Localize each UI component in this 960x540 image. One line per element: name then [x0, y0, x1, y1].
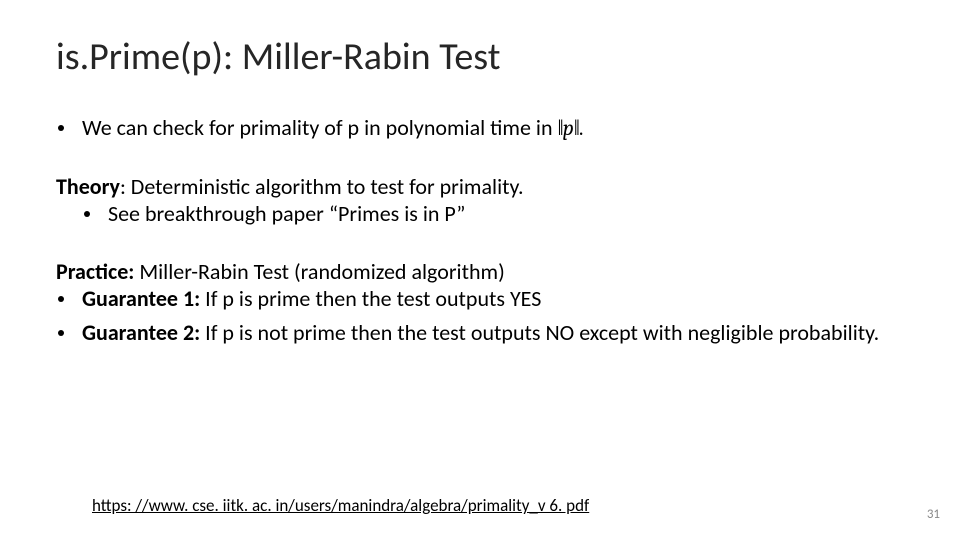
theory-bullet: See breakthrough paper “Primes is in P” — [56, 200, 904, 228]
g1-text: If p is prime then the test outputs YES — [200, 285, 541, 312]
bullet-icon — [84, 211, 90, 217]
intro-bullet: We can check for primality of p in polyn… — [56, 114, 904, 143]
guarantee-1: Guarantee 1: If p is prime then the test… — [56, 285, 904, 313]
g1-label: Guarantee 1: — [82, 285, 200, 312]
math-norm: ‖p‖. — [558, 115, 583, 141]
slide-body: We can check for primality of p in polyn… — [56, 114, 904, 346]
practice-line: Practice: Miller-Rabin Test (randomized … — [56, 258, 904, 286]
guarantee-2: Guarantee 2: If p is not prime then the … — [56, 319, 904, 347]
reference-link[interactable]: https: //www. cse. iitk. ac. in/users/ma… — [92, 495, 589, 516]
bullet-icon — [58, 330, 64, 336]
practice-label: Practice: — [56, 258, 134, 285]
practice-text: Miller-Rabin Test (randomized algorithm) — [134, 258, 504, 285]
guarantee-1-text: Guarantee 1: If p is prime then the test… — [82, 285, 904, 313]
theory-line: Theory: Deterministic algorithm to test … — [56, 173, 904, 201]
theory-bullet-text: See breakthrough paper “Primes is in P” — [108, 200, 904, 228]
bullet-icon — [58, 296, 64, 302]
intro-text: We can check for primality of p in polyn… — [82, 114, 904, 143]
theory-label: Theory — [56, 173, 120, 200]
page-number: 31 — [927, 507, 940, 522]
g2-label: Guarantee 2: — [82, 319, 200, 346]
slide: is.Prime(p): Miller-Rabin Test We can ch… — [0, 0, 960, 540]
slide-title: is.Prime(p): Miller-Rabin Test — [56, 34, 904, 80]
bullet-icon — [58, 125, 64, 131]
g2-text: If p is not prime then the test outputs … — [200, 319, 879, 346]
norm-close: ‖. — [574, 115, 583, 141]
theory-text: : Deterministic algorithm to test for pr… — [120, 173, 524, 200]
math-var-p: p — [563, 115, 574, 141]
guarantee-2-text: Guarantee 2: If p is not prime then the … — [82, 319, 904, 347]
intro-prefix: We can check for primality of p in polyn… — [82, 114, 558, 141]
